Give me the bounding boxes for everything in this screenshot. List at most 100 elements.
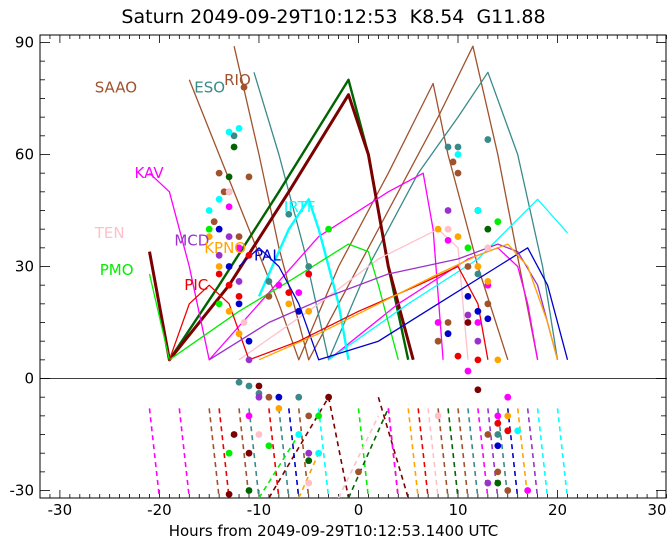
dashed-track-line xyxy=(467,408,479,498)
data-point xyxy=(524,487,532,494)
dashed-track-line xyxy=(268,408,280,498)
data-point xyxy=(494,218,502,226)
data-point xyxy=(255,382,263,390)
y-tick-label: 0 xyxy=(24,370,34,388)
data-point xyxy=(255,431,263,438)
observatory-label-pmo: PMO xyxy=(100,261,134,279)
data-point xyxy=(225,449,233,457)
data-point xyxy=(474,207,482,214)
data-point xyxy=(464,319,472,326)
data-point xyxy=(454,352,462,360)
x-tick-label: -20 xyxy=(147,501,172,519)
data-point xyxy=(474,270,482,278)
data-point xyxy=(205,207,213,214)
data-point xyxy=(504,487,512,494)
data-point xyxy=(245,449,253,457)
altitude-track-line xyxy=(253,71,559,361)
dashed-track-line xyxy=(497,408,509,498)
data-point xyxy=(235,292,243,300)
data-point xyxy=(449,158,457,166)
dashed-track-line xyxy=(288,408,300,498)
dashed-track-line xyxy=(327,397,350,498)
data-point xyxy=(444,319,452,326)
x-tick-label: 0 xyxy=(354,501,364,519)
data-point xyxy=(474,307,482,315)
data-point xyxy=(494,412,502,420)
data-point xyxy=(494,431,502,438)
data-point xyxy=(295,289,303,297)
data-point xyxy=(325,393,333,401)
observatory-label-eso: ESO xyxy=(194,78,225,96)
dashed-track-line xyxy=(417,408,429,498)
data-point xyxy=(225,128,233,136)
data-point xyxy=(225,281,233,289)
data-point xyxy=(285,289,293,297)
data-point xyxy=(235,378,243,386)
data-point xyxy=(205,225,213,233)
y-tick-label: 30 xyxy=(15,258,34,276)
data-point xyxy=(305,270,313,278)
data-point xyxy=(464,244,472,252)
data-point xyxy=(245,487,253,494)
data-point xyxy=(484,225,492,233)
data-point xyxy=(494,356,502,364)
data-point xyxy=(444,236,452,244)
altitude-track-line xyxy=(148,243,399,361)
data-point xyxy=(240,319,248,326)
plot-area xyxy=(148,45,569,498)
data-point xyxy=(484,300,492,308)
data-point xyxy=(215,300,223,308)
data-point xyxy=(245,382,253,390)
data-point xyxy=(225,263,233,270)
data-point xyxy=(474,263,482,270)
observatory-label-kav: KAV xyxy=(135,164,165,182)
dashed-track-line xyxy=(218,408,230,498)
data-point xyxy=(504,393,512,401)
data-point xyxy=(255,393,263,401)
data-point xyxy=(230,143,238,151)
altitude-track-line xyxy=(238,247,569,361)
data-point xyxy=(235,124,243,132)
data-point xyxy=(494,468,502,476)
data-point xyxy=(225,203,233,211)
dashed-track-line xyxy=(536,408,549,498)
data-point xyxy=(484,431,492,438)
data-point xyxy=(315,449,323,457)
dashed-track-line xyxy=(437,408,449,498)
data-point xyxy=(444,207,452,214)
data-point xyxy=(235,300,243,308)
data-point xyxy=(454,143,462,151)
data-point xyxy=(285,210,293,218)
data-point xyxy=(305,307,313,315)
altitude-track-line xyxy=(149,172,444,361)
data-point xyxy=(474,356,482,364)
dashed-track-line xyxy=(317,408,330,498)
dashed-track-line xyxy=(387,408,400,498)
x-tick-label: -30 xyxy=(48,501,73,519)
observatory-label-saao: SAAO xyxy=(95,78,137,96)
data-point xyxy=(215,270,223,278)
data-point xyxy=(210,218,218,226)
data-point xyxy=(215,263,223,270)
dashed-track-line xyxy=(427,408,439,498)
data-point xyxy=(205,233,213,241)
data-point xyxy=(275,281,283,289)
observatory-label-kpno: KPNO xyxy=(204,239,246,257)
dashed-track-line xyxy=(238,408,250,498)
x-tick-label: 30 xyxy=(648,501,667,519)
data-point xyxy=(494,442,502,450)
data-point xyxy=(245,337,253,345)
data-point xyxy=(265,393,273,401)
data-point xyxy=(325,225,333,233)
data-point xyxy=(484,278,492,285)
dashed-track-line xyxy=(407,408,419,498)
data-point xyxy=(295,307,303,315)
data-point xyxy=(434,337,442,345)
data-point xyxy=(315,412,323,420)
data-point xyxy=(215,169,223,177)
data-point xyxy=(295,431,303,438)
data-point xyxy=(355,468,362,476)
dashed-track-line xyxy=(208,408,220,498)
altitude-track-line xyxy=(328,198,568,361)
